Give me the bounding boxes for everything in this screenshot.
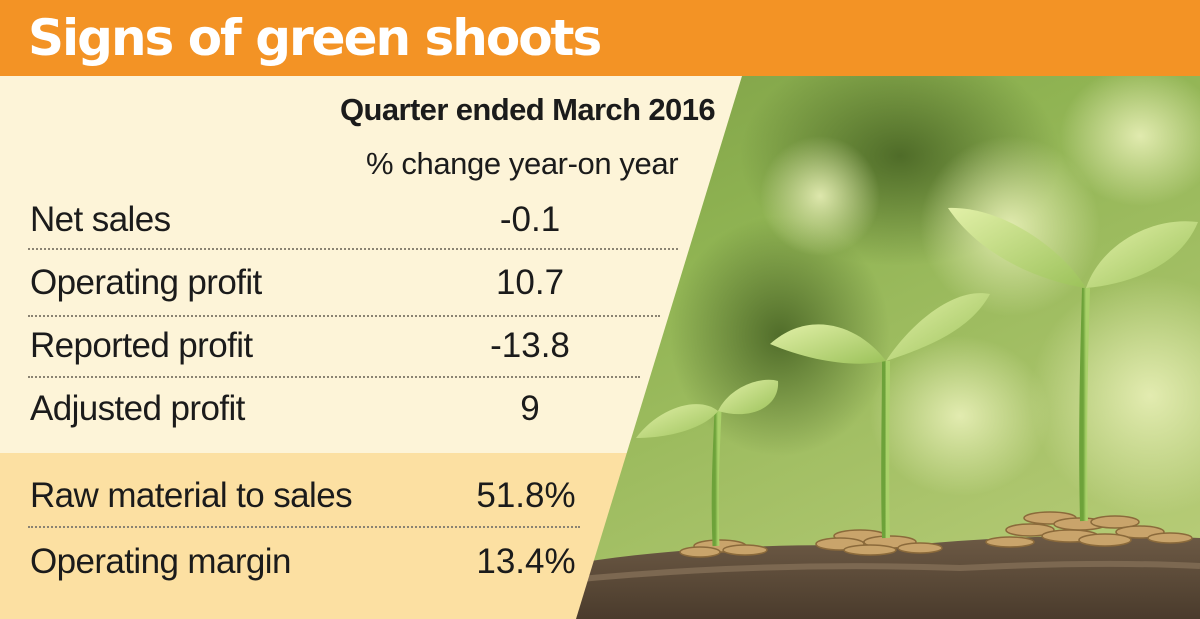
row-label-operating-profit: Operating profit [30, 263, 262, 302]
chart-title: Signs of green shoots [28, 9, 602, 67]
row-value-reported-profit: -13.8 [490, 326, 570, 365]
row-label-net-sales: Net sales [30, 200, 171, 239]
row-value-net-sales: -0.1 [499, 200, 561, 239]
growth-section-background [0, 76, 742, 453]
row-value-operating-margin: 13.4% [476, 542, 576, 581]
row-label-raw-material-to-sales: Raw material to sales [30, 476, 353, 515]
row-label-operating-margin: Operating margin [30, 542, 291, 581]
row-value-adjusted-profit: 9 [520, 389, 540, 428]
title-banner: Signs of green shoots [0, 0, 1200, 76]
row-divider [28, 315, 660, 317]
column-header: Quarter ended March 2016 [340, 92, 716, 127]
row-divider [28, 248, 678, 250]
row-divider [28, 526, 580, 528]
row-value-operating-profit: 10.7 [495, 263, 565, 302]
column-subheader: % change year-on year [366, 146, 679, 181]
row-value-raw-material-to-sales: 51.8% [476, 476, 576, 515]
row-label-reported-profit: Reported profit [30, 326, 253, 365]
row-label-adjusted-profit: Adjusted profit [30, 389, 245, 428]
row-divider [28, 376, 640, 378]
